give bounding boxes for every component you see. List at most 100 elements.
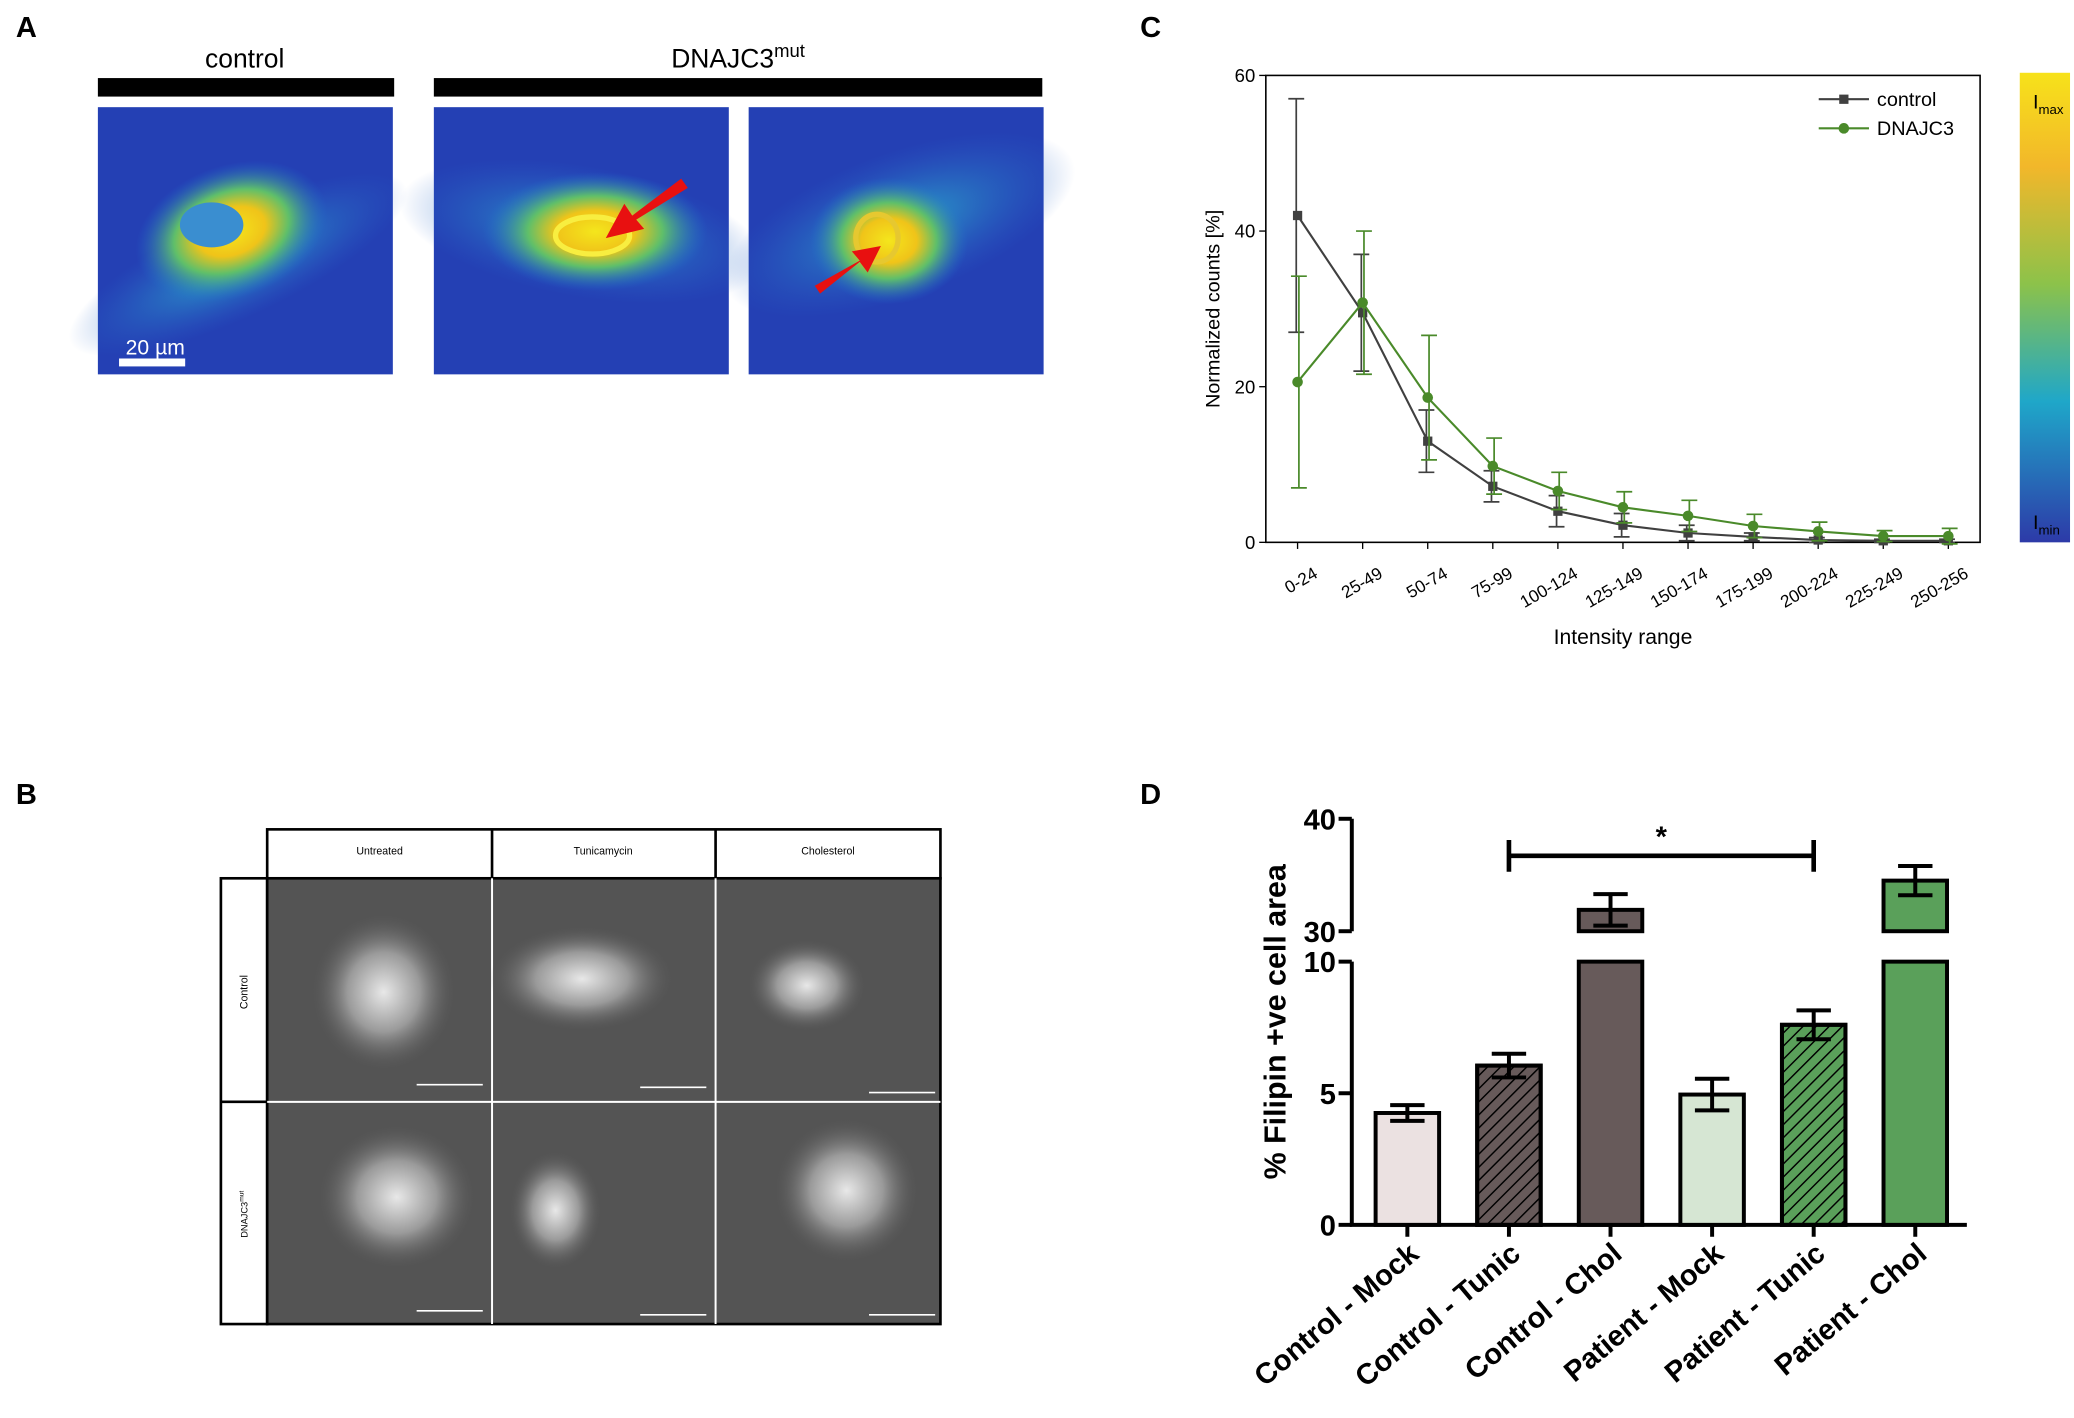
- group-title-sup: mut: [774, 40, 805, 61]
- x-axis-label: Intensity range: [1554, 626, 1693, 649]
- bar-hatch: [1475, 1063, 1543, 1227]
- colorbar-label-base: I: [2033, 512, 2039, 534]
- group-title-text: DNAJC3: [671, 43, 774, 73]
- marker: [1423, 436, 1433, 446]
- x-tick-label: 50-74: [1403, 563, 1451, 603]
- micrograph: [723, 107, 1076, 375]
- column-header: Tunicamycin: [574, 845, 633, 857]
- significance-bracket: [1506, 839, 1817, 872]
- micrograph: [399, 107, 765, 375]
- legend-marker: [1839, 94, 1849, 104]
- bar-hatch: [1779, 1022, 1848, 1227]
- x-tick-label: 200-224: [1777, 563, 1842, 612]
- panel-label: B: [16, 779, 37, 811]
- colorbar-label-sub: min: [2039, 522, 2060, 537]
- row-header: Control: [238, 975, 250, 1009]
- marker: [1682, 510, 1694, 522]
- marker: [1292, 376, 1303, 388]
- row-header-text: Control: [238, 975, 250, 1009]
- y-tick-label: 60: [1235, 65, 1256, 86]
- legend-label: control: [1877, 89, 1937, 111]
- x-tick-label: 100-124: [1516, 563, 1581, 612]
- scale-bar-label: 20 µm: [126, 337, 185, 360]
- error-bar: [1898, 864, 1933, 898]
- legend-marker: [1838, 123, 1850, 134]
- x-tick-label: 0-24: [1281, 563, 1321, 598]
- marker: [1357, 297, 1368, 308]
- error-bar: [1796, 1008, 1831, 1042]
- bar: [1678, 1092, 1746, 1227]
- y-tick-label: 20: [1235, 376, 1256, 397]
- row-header-sup: mut: [238, 1191, 245, 1202]
- micrograph-grid: [265, 876, 942, 1326]
- error-bar: [1390, 1103, 1425, 1123]
- panel-label: D: [1140, 779, 1161, 811]
- x-tick-label: Control - Mock: [1249, 1237, 1426, 1393]
- column-header: Cholesterol: [801, 845, 855, 857]
- group-title-text: control: [205, 43, 284, 73]
- error-bar: [1491, 1051, 1527, 1080]
- marker: [1812, 526, 1824, 537]
- colorbar-label: Imax: [2033, 91, 2064, 116]
- x-tick-label: 75-99: [1468, 563, 1516, 602]
- column-header: Untreated: [356, 845, 403, 857]
- y-tick-label: 40: [1235, 221, 1256, 242]
- marker: [1552, 485, 1564, 497]
- panel-a: control DNAJC3mut 20 µm: [68, 40, 1076, 375]
- legend-label: DNAJC3: [1877, 118, 1954, 140]
- colorbar-label: Imin: [2033, 512, 2060, 537]
- micrograph: 20 µm: [68, 107, 408, 375]
- bar: [1373, 1111, 1442, 1227]
- series-line: [1296, 300, 1949, 538]
- x-tick-label: 225-249: [1842, 563, 1907, 612]
- x-tick-label: 150-174: [1647, 563, 1712, 612]
- y-tick-label: 0: [1320, 1210, 1336, 1242]
- bar: [1881, 959, 1950, 1227]
- panel-labels: A B C D: [16, 12, 1161, 811]
- marker: [1553, 506, 1563, 516]
- bar: [1576, 959, 1645, 1227]
- y-tick-label: 0: [1245, 532, 1255, 553]
- chart-c: 0 20 40 60 0-24 25-49 50-74 75-99 100-124 125-149…: [1203, 65, 2071, 649]
- y-axis-label: % Filipin +ve cell area: [1259, 863, 1293, 1179]
- marker: [1292, 210, 1303, 221]
- x-tick-label: 25-49: [1338, 563, 1386, 602]
- x-tick-label: 125-149: [1581, 563, 1646, 612]
- marker: [1488, 481, 1498, 491]
- group-title: control: [205, 43, 284, 73]
- panel-label: C: [1140, 12, 1161, 44]
- header-frame: [265, 828, 942, 880]
- y-tick-label: 5: [1320, 1079, 1336, 1111]
- marker: [1943, 530, 1954, 542]
- x-tick-label: 250-256: [1907, 563, 1972, 612]
- marker: [1617, 502, 1629, 513]
- y-tick-label: 10: [1304, 947, 1336, 979]
- colorbar-label-base: I: [2033, 91, 2039, 113]
- marker: [1877, 530, 1889, 542]
- colorbar-label-sub: max: [2039, 102, 2064, 117]
- y-axis-label: Normalized counts [%]: [1203, 210, 1225, 408]
- plot-frame: [1265, 74, 1981, 544]
- marker: [1747, 520, 1759, 532]
- marker: [1422, 392, 1434, 403]
- marker: [1618, 520, 1628, 530]
- y-tick-label: 30: [1304, 917, 1336, 949]
- group-title: DNAJC3mut: [671, 40, 805, 74]
- group-bar: [97, 78, 395, 97]
- x-tick-label: 175-199: [1712, 563, 1777, 612]
- significance-label: *: [1656, 822, 1668, 854]
- group-bar: [433, 78, 1043, 97]
- marker: [1358, 308, 1368, 318]
- row-header-text: DNAJC3: [239, 1202, 249, 1238]
- marker: [1487, 460, 1499, 472]
- error-bar: [1593, 892, 1628, 928]
- y-tick-label: 40: [1304, 804, 1336, 836]
- row-header: DNAJC3mut: [238, 1191, 249, 1238]
- error-bar: [1694, 1076, 1730, 1113]
- panel-label: A: [16, 12, 37, 44]
- colorbar: [2019, 72, 2071, 543]
- marker: [1683, 528, 1693, 538]
